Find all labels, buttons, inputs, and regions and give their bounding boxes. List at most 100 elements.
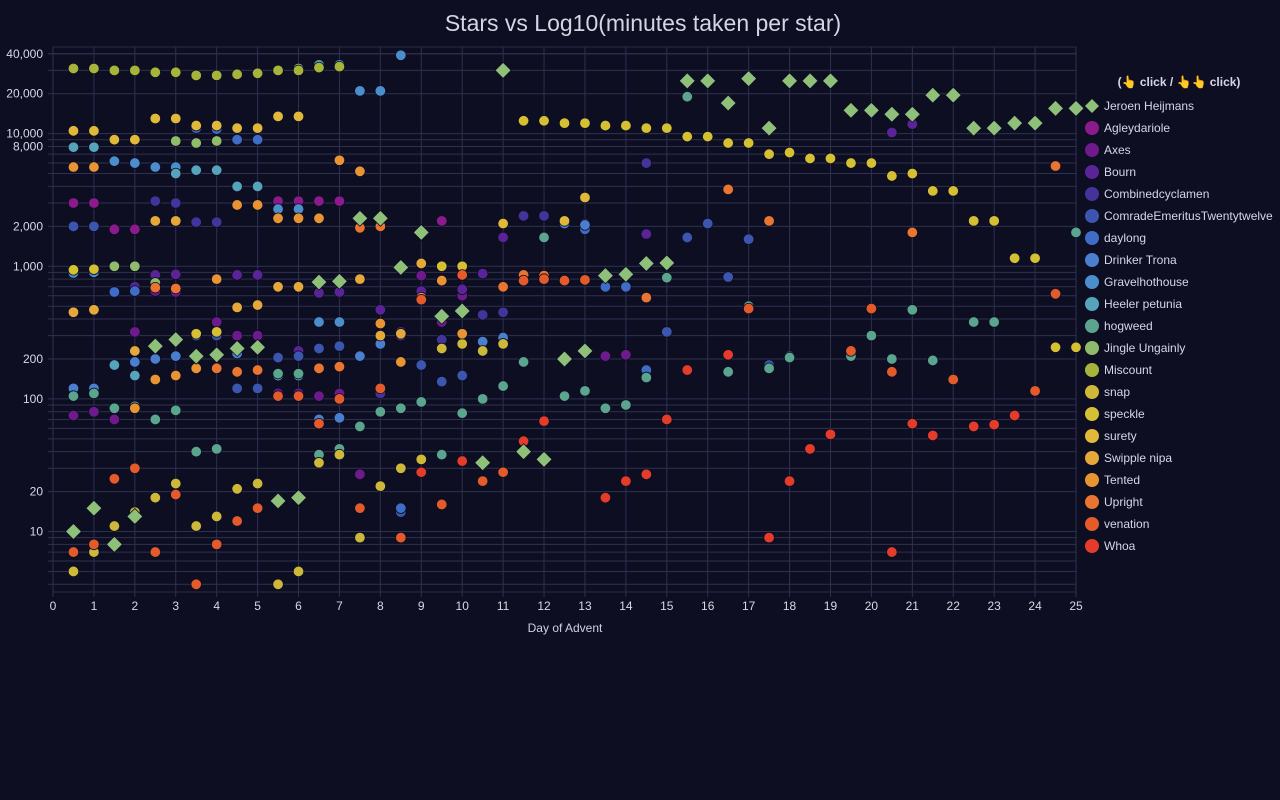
data-point: [412, 223, 430, 241]
legend-item[interactable]: venation: [1085, 517, 1149, 531]
y-tick-label: 200: [23, 352, 43, 366]
data-point: [108, 155, 121, 167]
x-tick-label: 12: [537, 599, 551, 613]
data-point: [371, 209, 389, 227]
data-point: [985, 119, 1003, 137]
data-point: [538, 231, 550, 244]
legend-item[interactable]: daylong: [1085, 231, 1146, 245]
series-whoa: [415, 349, 1021, 558]
data-point: [354, 531, 366, 544]
data-point: [620, 281, 632, 293]
x-tick-label: 22: [947, 599, 961, 613]
data-point: [88, 161, 100, 173]
y-tick-label: 1,000: [13, 259, 43, 273]
data-point: [927, 185, 939, 197]
data-point: [640, 371, 653, 384]
y-tick-label: 10: [30, 525, 44, 539]
data-point: [906, 418, 919, 430]
series-hogweed: [67, 90, 1082, 461]
data-point: [988, 316, 1000, 328]
data-point: [968, 316, 980, 328]
data-point: [108, 260, 121, 272]
data-point: [476, 309, 489, 321]
data-point: [149, 215, 162, 227]
legend-item[interactable]: Axes: [1085, 143, 1131, 157]
legend-item[interactable]: Jeroen Heijmans: [1085, 99, 1194, 113]
data-point: [579, 117, 591, 129]
legend-item[interactable]: Drinker Trona: [1085, 253, 1177, 267]
data-point: [719, 94, 737, 112]
data-point: [292, 350, 305, 362]
legend-label: Tented: [1104, 473, 1140, 487]
legend-item[interactable]: hogweed: [1085, 319, 1153, 333]
legend-item[interactable]: Combinedcyclamen: [1085, 187, 1209, 201]
data-point: [944, 86, 962, 104]
data-point: [170, 112, 182, 125]
data-point: [763, 148, 775, 160]
x-tick-label: 3: [172, 599, 179, 613]
legend-marker: [1085, 451, 1099, 465]
data-point: [231, 329, 243, 342]
data-point: [702, 217, 714, 230]
series-jeroen-heijmans: [64, 61, 1085, 553]
data-point: [149, 413, 162, 426]
data-point: [1046, 99, 1065, 117]
data-point: [210, 164, 223, 176]
data-point: [210, 538, 223, 551]
legend-item[interactable]: ComradeEmeritusTwentytwelve: [1085, 209, 1273, 223]
data-point: [436, 274, 448, 287]
legend-marker: [1085, 429, 1099, 443]
legend-item[interactable]: Gravelhothouse: [1085, 275, 1189, 289]
legend-marker: [1085, 187, 1099, 201]
data-point: [658, 254, 676, 272]
data-point: [681, 90, 693, 103]
data-point: [640, 228, 653, 240]
x-tick-label: 25: [1069, 599, 1083, 613]
data-point: [231, 199, 243, 211]
legend-item[interactable]: snap: [1085, 385, 1130, 399]
data-point: [476, 345, 489, 357]
data-point: [924, 86, 942, 104]
data-point: [108, 520, 121, 532]
data-point: [129, 285, 141, 297]
y-tick-label: 20: [30, 485, 44, 499]
data-point: [845, 157, 857, 169]
legend-item[interactable]: Agleydariole: [1085, 121, 1170, 135]
data-point: [292, 110, 305, 123]
data-point: [170, 197, 182, 209]
data-point: [251, 299, 264, 311]
data-point: [67, 546, 80, 558]
data-point: [538, 115, 550, 127]
data-point: [436, 260, 448, 272]
data-point: [903, 105, 921, 123]
data-point: [251, 134, 264, 146]
data-point: [129, 64, 141, 77]
data-point: [456, 338, 468, 350]
y-tick-label: 100: [23, 392, 43, 406]
data-point: [476, 475, 489, 487]
legend-item[interactable]: Heeler petunia: [1085, 297, 1182, 311]
data-point: [313, 212, 325, 224]
data-point: [208, 346, 226, 364]
data-point: [149, 353, 162, 365]
legend-item[interactable]: surety: [1085, 429, 1137, 443]
data-point: [149, 161, 162, 173]
data-point: [579, 385, 591, 397]
data-point: [661, 271, 673, 284]
data-point: [129, 402, 141, 414]
legend-item[interactable]: Tented: [1085, 473, 1140, 487]
legend-item[interactable]: Bourn: [1085, 165, 1136, 179]
data-point: [886, 170, 898, 182]
legend-item[interactable]: Whoa: [1085, 539, 1136, 553]
legend-item[interactable]: Miscount: [1085, 363, 1153, 377]
legend-item[interactable]: Swipple nipa: [1085, 451, 1172, 465]
legend-label: Heeler petunia: [1104, 297, 1182, 311]
legend-item[interactable]: Jingle Ungainly: [1085, 341, 1185, 355]
data-point: [906, 167, 919, 180]
legend-label: venation: [1104, 517, 1149, 531]
legend-label: Agleydariole: [1104, 121, 1170, 135]
data-point: [947, 185, 959, 197]
data-point: [517, 210, 530, 222]
legend-item[interactable]: Upright: [1085, 495, 1143, 509]
legend-item[interactable]: speckle: [1085, 407, 1145, 421]
